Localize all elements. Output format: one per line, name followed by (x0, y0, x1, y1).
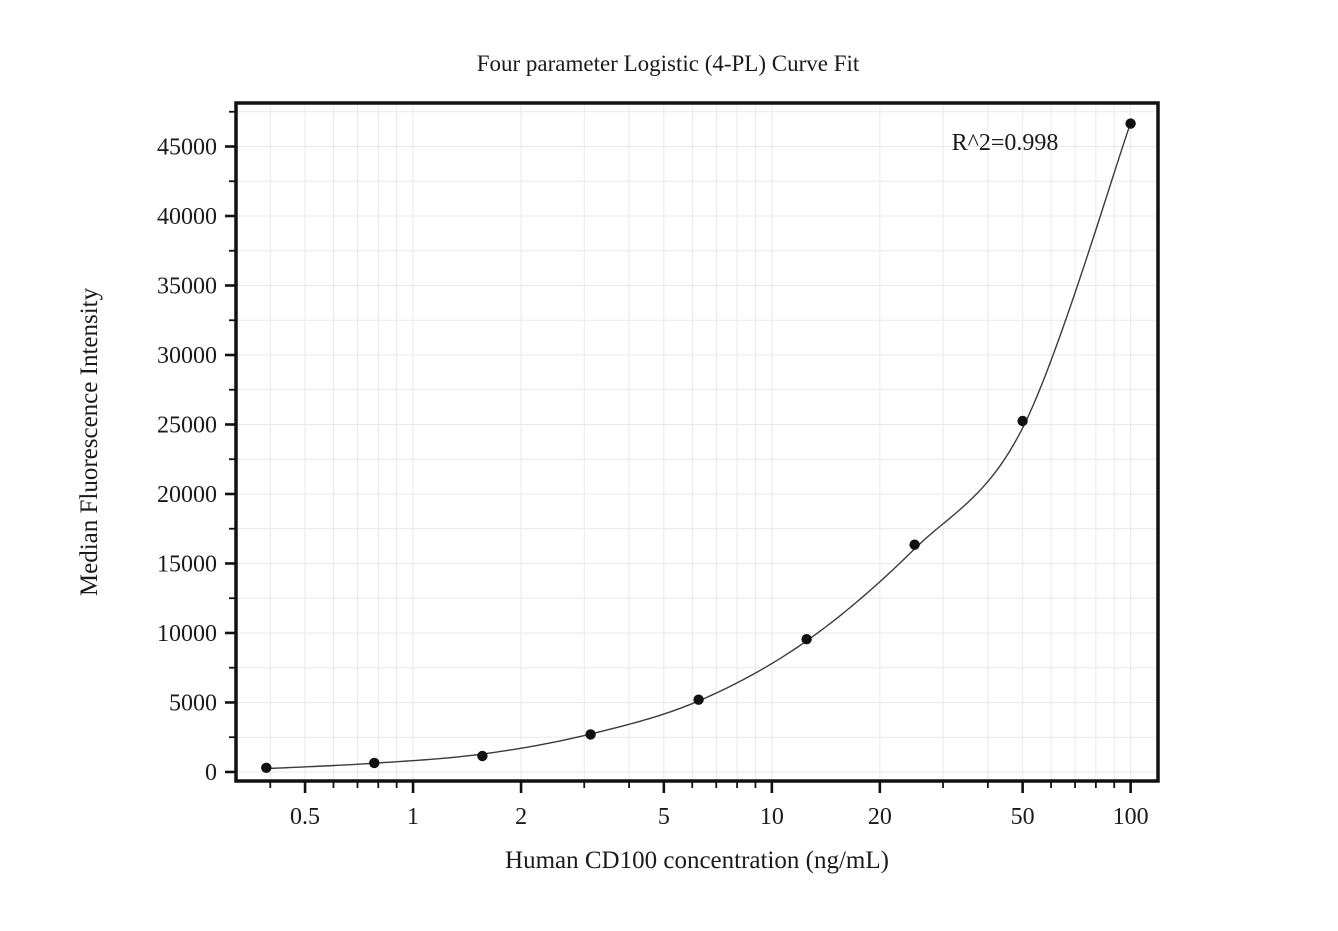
x-tick-label: 5 (658, 804, 670, 830)
y-tick-label: 0 (205, 760, 217, 786)
data-point (693, 694, 704, 705)
data-point (261, 762, 272, 773)
data-point (369, 757, 380, 769)
x-tick-label: 20 (868, 804, 892, 830)
data-point (1017, 415, 1028, 427)
y-axis-title: Median Fluorescence Intensity (76, 287, 103, 596)
x-tick-label: 50 (1011, 804, 1035, 830)
y-tick-label: 25000 (157, 412, 217, 438)
y-tick-label: 15000 (157, 551, 217, 577)
x-axis: 0.5 1 2 5 10 20 50 100 (269, 781, 1149, 830)
r-squared-annotation: R^2=0.998 (952, 130, 1059, 156)
y-tick-label: 35000 (157, 273, 217, 299)
x-tick-label: 10 (760, 804, 784, 830)
data-point (909, 539, 920, 550)
x-tick-label: 1 (407, 804, 419, 830)
y-tick-label: 10000 (157, 621, 217, 647)
y-tick-label: 30000 (157, 343, 217, 369)
gridlines (236, 103, 1158, 781)
data-points (261, 118, 1136, 773)
y-tick-label: 20000 (157, 482, 217, 508)
y-axis: 0 5000 10000 15000 20000 25000 30000 35000 40000… (157, 110, 236, 786)
chart-title: Four parameter Logistic (4-PL) Curve Fit (477, 51, 860, 76)
x-tick-label: 100 (1113, 804, 1149, 830)
y-tick-label: 40000 (157, 204, 217, 230)
data-point (801, 634, 812, 645)
y-tick-label: 5000 (169, 690, 217, 716)
data-point (477, 750, 488, 762)
data-point (585, 729, 596, 740)
plot-border (234, 101, 1160, 783)
data-point (1125, 118, 1136, 129)
x-tick-label: 2 (515, 804, 527, 830)
fit-curve-line (266, 122, 1132, 770)
x-tick-label: 0.5 (290, 804, 320, 830)
x-axis-title: Human CD100 concentration (ng/mL) (505, 847, 889, 874)
y-tick-label: 45000 (157, 135, 217, 161)
